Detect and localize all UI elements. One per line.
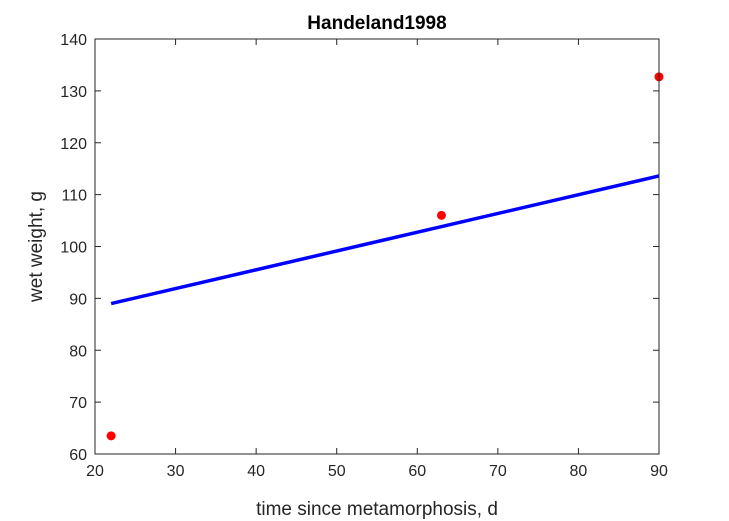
y-tick-label: 80 bbox=[69, 343, 87, 360]
fit-line bbox=[110, 174, 660, 306]
y-tick-label: 130 bbox=[60, 84, 87, 101]
y-tick-label: 140 bbox=[60, 32, 87, 49]
y-axis-label: wet weight, g bbox=[26, 191, 47, 303]
x-tick-label: 20 bbox=[86, 463, 104, 480]
plot-frame bbox=[94, 38, 660, 455]
chart-title: Handeland1998 bbox=[307, 13, 446, 34]
x-tick-label: 70 bbox=[489, 463, 507, 480]
x-tick-label: 60 bbox=[408, 463, 426, 480]
data-point bbox=[106, 431, 116, 441]
x-tick-label: 90 bbox=[650, 463, 668, 480]
plot-area bbox=[95, 39, 659, 454]
series bbox=[106, 72, 664, 441]
x-axis-label: time since metamorphosis, d bbox=[256, 499, 498, 520]
y-tick-label: 120 bbox=[60, 136, 87, 153]
y-tick-label: 90 bbox=[69, 291, 87, 308]
data-point bbox=[436, 210, 446, 220]
y-tick-label: 100 bbox=[60, 240, 87, 257]
y-tick-label: 60 bbox=[69, 447, 87, 464]
y-tick-label: 110 bbox=[61, 188, 87, 205]
y-tick-label: 70 bbox=[69, 395, 87, 412]
ticks: 20 30 40 50 60 70 80 90 60 70 80 90 100 110 120 130 140 bbox=[60, 32, 668, 480]
x-tick-label: 80 bbox=[570, 463, 588, 480]
x-tick-label: 40 bbox=[247, 463, 265, 480]
x-tick-label: 50 bbox=[328, 463, 346, 480]
x-tick-label: 30 bbox=[167, 463, 185, 480]
